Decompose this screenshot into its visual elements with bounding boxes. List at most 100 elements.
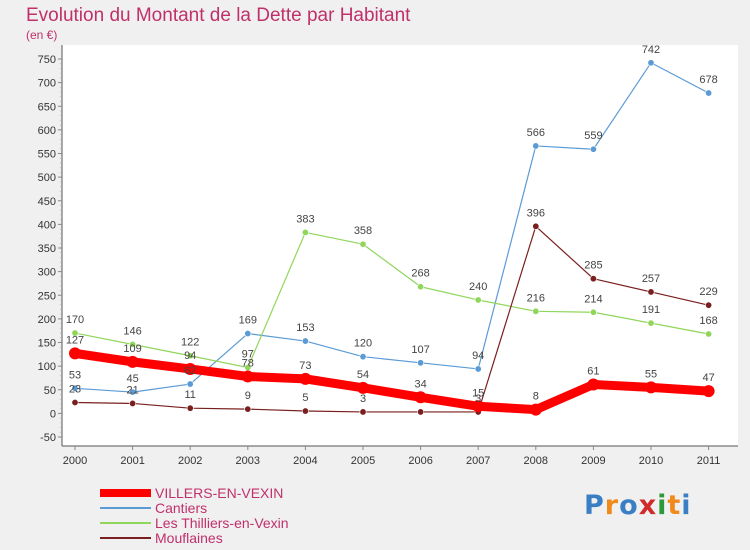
data-point-0 [472, 400, 485, 413]
data-point-0 [299, 372, 312, 385]
series-line-1 [74, 62, 710, 393]
data-point-3 [647, 288, 655, 296]
y-tick-label: 700 [38, 78, 56, 90]
data-point-0 [587, 378, 600, 391]
data-label: 5 [302, 392, 308, 404]
data-point-0 [184, 362, 197, 375]
series-line-3 [74, 225, 710, 413]
data-label: 169 [239, 315, 257, 327]
data-label: 257 [642, 273, 660, 285]
data-label: 73 [299, 360, 311, 372]
data-point-0 [529, 403, 542, 416]
y-tick-label: 250 [38, 290, 56, 302]
data-point-1 [532, 142, 540, 150]
y-tick-label: 150 [38, 338, 56, 350]
data-point-0 [702, 385, 715, 398]
data-point-0 [645, 381, 657, 394]
data-point-2 [186, 352, 194, 360]
data-point-1 [705, 89, 713, 97]
series-line-2 [74, 231, 710, 369]
data-point-3 [532, 222, 540, 230]
data-label: 566 [527, 127, 545, 139]
y-tick-label: 600 [38, 125, 56, 137]
data-point-1 [129, 388, 137, 396]
data-label: 153 [296, 322, 314, 334]
logo-letter: P [584, 490, 605, 521]
data-point-2 [71, 329, 79, 337]
y-tick-label: 750 [38, 54, 56, 66]
data-point-3 [417, 408, 425, 416]
y-tick-label: 350 [38, 243, 56, 255]
plot-area [62, 45, 738, 446]
y-tick-label: 50 [44, 385, 56, 397]
data-label: 97 [242, 349, 254, 361]
data-label: 21 [126, 384, 138, 396]
x-tick-label: 2010 [639, 455, 663, 467]
data-label: 168 [699, 315, 717, 327]
data-label: 94 [472, 350, 484, 362]
x-tick-label: 2003 [236, 455, 260, 467]
data-point-1 [417, 359, 425, 367]
data-label: 107 [411, 344, 429, 356]
data-point-2 [532, 307, 540, 315]
x-tick-label: 2000 [63, 455, 87, 467]
legend-label: Les Thilliers-en-Vexin [155, 515, 289, 531]
data-point-2 [474, 296, 482, 304]
data-point-3 [301, 407, 309, 415]
data-point-2 [359, 240, 367, 248]
logo-letter: t [667, 490, 682, 521]
x-tick-label: 2005 [351, 455, 375, 467]
data-label: 78 [242, 358, 254, 370]
legend-label: Cantiers [155, 500, 207, 516]
data-label: 229 [699, 286, 717, 298]
data-point-2 [647, 319, 655, 327]
data-label: 55 [645, 368, 657, 380]
data-label: 170 [66, 314, 84, 326]
logo-letter: i [657, 490, 668, 521]
data-point-3 [705, 301, 713, 309]
data-label: 47 [702, 372, 714, 384]
data-label: 34 [414, 378, 426, 390]
x-tick-label: 2001 [120, 455, 144, 467]
data-label: 23 [69, 384, 81, 396]
data-label: 216 [527, 292, 545, 304]
data-point-2 [301, 228, 309, 236]
data-point-1 [359, 353, 367, 361]
data-label: 11 [184, 389, 195, 401]
data-point-2 [417, 283, 425, 291]
data-label: 62 [184, 365, 196, 377]
x-tick-label: 2011 [697, 455, 721, 467]
data-point-1 [301, 337, 309, 345]
y-tick-label: 650 [38, 101, 56, 113]
data-point-0 [357, 381, 369, 394]
proxiti-logo: Proxiti [584, 490, 692, 521]
data-label: 120 [354, 338, 372, 350]
data-point-1 [589, 145, 597, 153]
data-label: 54 [357, 369, 369, 381]
data-label: 559 [584, 130, 602, 142]
x-tick-label: 2008 [524, 455, 548, 467]
logo-letter: o [619, 490, 639, 521]
data-point-0 [126, 355, 139, 368]
logo-letter: i [681, 490, 692, 521]
y-tick-label: 450 [38, 196, 56, 208]
y-tick-label: 200 [38, 314, 56, 326]
data-label: 53 [69, 369, 81, 381]
x-tick-label: 2002 [178, 455, 202, 467]
data-label: 191 [642, 304, 660, 316]
data-label: 358 [354, 225, 372, 237]
logo-letter: x [638, 490, 658, 521]
y-tick-label: -50 [40, 432, 56, 444]
legend-label: Mouflaines [155, 530, 223, 546]
data-label: 122 [181, 337, 199, 349]
y-tick-label: 550 [38, 149, 56, 161]
y-tick-label: 500 [38, 172, 56, 184]
data-label: 285 [584, 260, 602, 272]
data-point-3 [186, 404, 194, 412]
data-point-1 [186, 380, 194, 388]
series-line-0 [70, 348, 714, 415]
data-point-0 [414, 391, 427, 404]
y-tick-label: 400 [38, 219, 56, 231]
data-label: 15 [472, 387, 484, 399]
data-label: 9 [245, 390, 251, 402]
